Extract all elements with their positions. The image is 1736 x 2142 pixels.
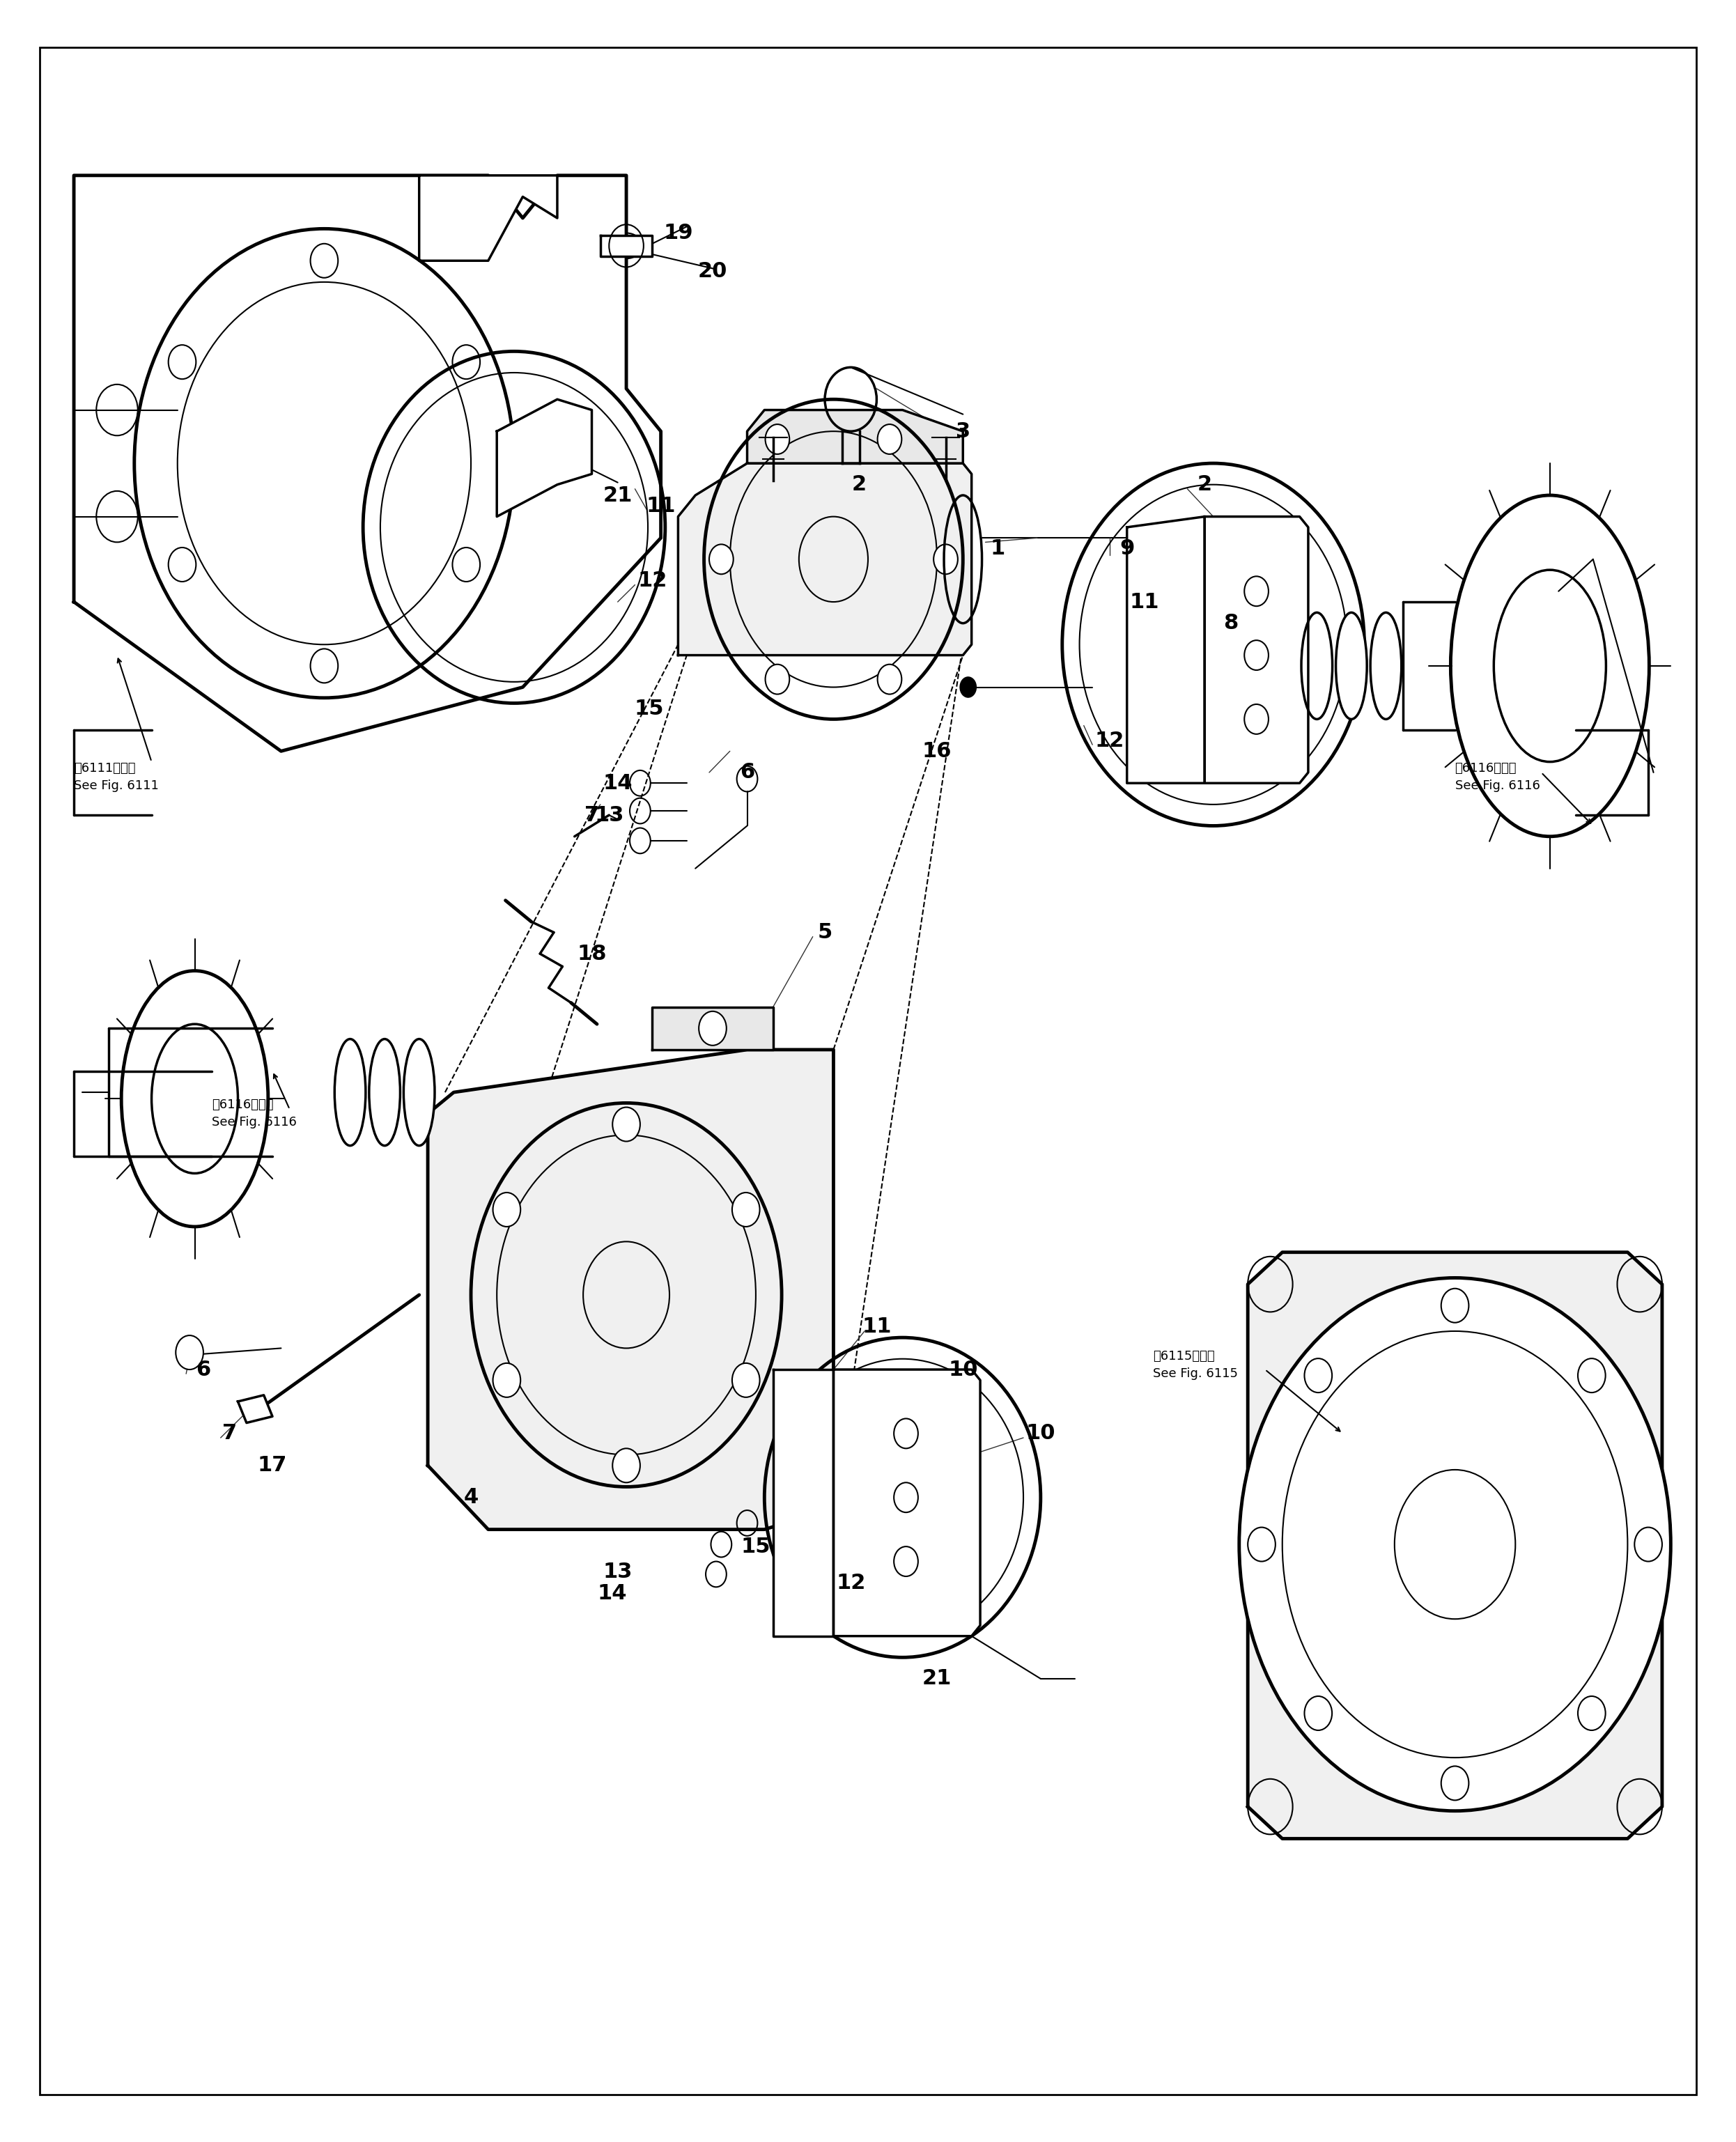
Polygon shape (601, 236, 653, 257)
Text: 20: 20 (698, 261, 727, 281)
Circle shape (1304, 1358, 1332, 1392)
Text: 7: 7 (585, 805, 599, 825)
Text: 12: 12 (637, 570, 667, 591)
Text: 13: 13 (594, 805, 623, 825)
Circle shape (1245, 705, 1269, 735)
Circle shape (493, 1193, 521, 1227)
Circle shape (493, 1362, 521, 1397)
Text: 19: 19 (663, 223, 693, 242)
Polygon shape (679, 463, 972, 655)
Text: 12: 12 (837, 1572, 866, 1594)
Circle shape (934, 544, 958, 574)
Text: 1: 1 (990, 538, 1005, 559)
Circle shape (733, 1193, 760, 1227)
Text: 2: 2 (1198, 476, 1212, 495)
Circle shape (1304, 1696, 1332, 1731)
Circle shape (960, 677, 977, 698)
Text: 2: 2 (852, 476, 866, 495)
Circle shape (894, 1547, 918, 1577)
Text: 12: 12 (1095, 730, 1125, 750)
Circle shape (766, 424, 790, 454)
Circle shape (894, 1482, 918, 1512)
Circle shape (710, 544, 733, 574)
Circle shape (613, 1448, 641, 1482)
Circle shape (1635, 1527, 1661, 1562)
Circle shape (1578, 1696, 1606, 1731)
Circle shape (613, 1107, 641, 1142)
Circle shape (733, 1362, 760, 1397)
Text: 11: 11 (861, 1317, 891, 1337)
Circle shape (894, 1418, 918, 1448)
Polygon shape (773, 1369, 833, 1636)
Ellipse shape (403, 1039, 434, 1146)
Text: 10: 10 (1026, 1424, 1055, 1444)
Text: 第6115図参照
See Fig. 6115: 第6115図参照 See Fig. 6115 (1153, 1349, 1238, 1379)
Text: 18: 18 (576, 945, 606, 964)
Polygon shape (238, 1394, 273, 1422)
Polygon shape (75, 176, 661, 752)
Ellipse shape (1302, 613, 1333, 720)
Text: 10: 10 (948, 1360, 977, 1379)
Circle shape (877, 424, 901, 454)
Ellipse shape (1335, 613, 1366, 720)
Text: 17: 17 (257, 1454, 286, 1476)
Polygon shape (1205, 516, 1309, 784)
Text: 9: 9 (1120, 538, 1134, 559)
Text: 16: 16 (922, 741, 951, 760)
Text: 第6116図参照
See Fig. 6116: 第6116図参照 See Fig. 6116 (212, 1099, 297, 1129)
Text: 21: 21 (922, 1669, 951, 1688)
Circle shape (1578, 1358, 1606, 1392)
Circle shape (1441, 1289, 1469, 1322)
Text: 14: 14 (602, 773, 632, 793)
Text: 3: 3 (955, 422, 970, 441)
Text: 6: 6 (740, 763, 755, 782)
Polygon shape (746, 409, 963, 463)
Circle shape (766, 664, 790, 694)
Circle shape (877, 664, 901, 694)
Circle shape (175, 1334, 203, 1369)
Circle shape (1240, 1279, 1670, 1810)
Text: 4: 4 (464, 1487, 479, 1508)
Polygon shape (1127, 516, 1205, 784)
Polygon shape (833, 1369, 981, 1636)
Text: 13: 13 (602, 1562, 632, 1583)
Text: 第6116図参照
See Fig. 6116: 第6116図参照 See Fig. 6116 (1455, 763, 1540, 793)
Circle shape (1245, 640, 1269, 670)
Text: 14: 14 (597, 1583, 627, 1604)
Polygon shape (496, 398, 592, 516)
Text: 5: 5 (818, 923, 832, 942)
Text: 11: 11 (1130, 591, 1160, 613)
Text: 第6111図参照
See Fig. 6111: 第6111図参照 See Fig. 6111 (75, 763, 158, 793)
Ellipse shape (335, 1039, 366, 1146)
Text: 15: 15 (741, 1536, 771, 1557)
Text: 21: 21 (602, 486, 632, 506)
Text: 11: 11 (646, 495, 675, 516)
Circle shape (1245, 576, 1269, 606)
Ellipse shape (370, 1039, 401, 1146)
Text: 6: 6 (196, 1360, 210, 1379)
Polygon shape (427, 1050, 833, 1529)
Polygon shape (653, 1007, 773, 1050)
Text: 7: 7 (222, 1424, 236, 1444)
Text: 8: 8 (1224, 613, 1238, 634)
Circle shape (1248, 1527, 1276, 1562)
Text: 15: 15 (634, 698, 663, 718)
Circle shape (1441, 1767, 1469, 1799)
Ellipse shape (1370, 613, 1401, 720)
Polygon shape (1248, 1253, 1661, 1838)
Circle shape (700, 1011, 726, 1045)
Polygon shape (418, 176, 557, 261)
